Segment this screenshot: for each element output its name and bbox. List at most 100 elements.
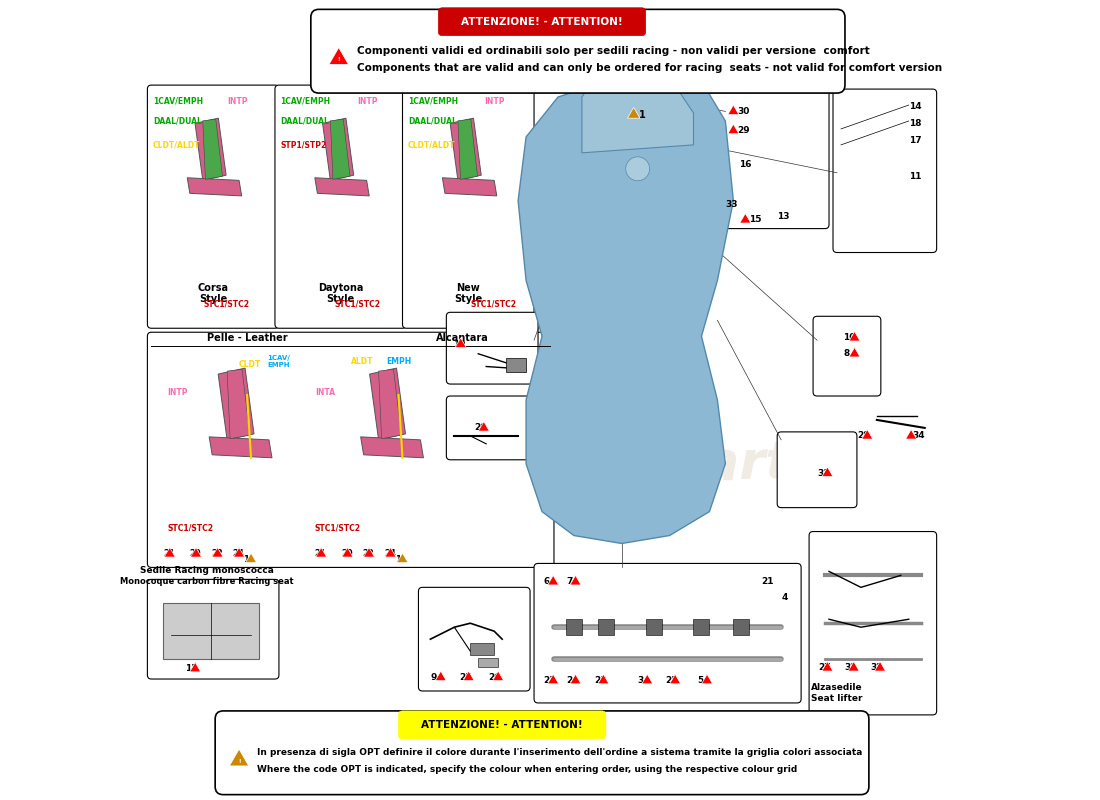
Text: 5: 5 [697, 676, 704, 685]
Text: 23: 23 [543, 676, 557, 685]
Polygon shape [849, 331, 860, 341]
Text: Components that are valid and can only be ordered for racing  seats - not valid : Components that are valid and can only b… [358, 63, 943, 74]
Text: 26: 26 [487, 673, 500, 682]
FancyBboxPatch shape [813, 316, 881, 396]
Text: 22: 22 [363, 550, 374, 558]
Text: 1CAV/EMPH: 1CAV/EMPH [280, 97, 331, 106]
Text: 23: 23 [594, 676, 606, 685]
Text: Pelle - Leather: Pelle - Leather [207, 333, 287, 342]
Polygon shape [478, 422, 490, 431]
Polygon shape [190, 547, 201, 557]
Polygon shape [330, 119, 350, 179]
Bar [163, 603, 258, 659]
Circle shape [626, 157, 650, 181]
Text: INTP: INTP [358, 97, 377, 106]
Polygon shape [548, 575, 559, 585]
FancyBboxPatch shape [439, 8, 646, 36]
Text: 31: 31 [817, 469, 829, 478]
Text: 27: 27 [818, 663, 830, 672]
FancyBboxPatch shape [447, 396, 534, 460]
Text: STP1/STP2: STP1/STP2 [280, 140, 327, 150]
FancyBboxPatch shape [311, 10, 845, 93]
Polygon shape [363, 547, 374, 557]
Text: 32: 32 [870, 663, 883, 672]
Polygon shape [822, 662, 833, 671]
Text: 16: 16 [739, 159, 751, 169]
Bar [471, 643, 494, 655]
Polygon shape [164, 547, 175, 557]
Polygon shape [548, 674, 559, 684]
Polygon shape [728, 105, 739, 114]
Polygon shape [463, 671, 474, 681]
Bar [646, 619, 661, 635]
FancyBboxPatch shape [447, 312, 538, 384]
FancyBboxPatch shape [275, 85, 407, 328]
Text: 8: 8 [844, 350, 849, 358]
Polygon shape [702, 674, 713, 684]
Polygon shape [322, 118, 354, 180]
Text: 15: 15 [749, 215, 762, 224]
FancyBboxPatch shape [147, 332, 554, 567]
Polygon shape [342, 547, 353, 557]
Text: !: ! [238, 759, 240, 764]
Polygon shape [218, 368, 254, 440]
Text: In presenza di sigla OPT definire il colore durante l'inserimento dell'ordine a : In presenza di sigla OPT definire il col… [257, 748, 862, 757]
Text: 2: 2 [565, 676, 572, 685]
Polygon shape [822, 467, 833, 477]
Text: 11: 11 [909, 172, 921, 182]
Polygon shape [861, 430, 872, 439]
Polygon shape [493, 671, 504, 681]
Text: 4: 4 [781, 594, 788, 602]
Polygon shape [189, 662, 200, 672]
Text: Sedile Racing monoscocca: Sedile Racing monoscocca [140, 566, 274, 575]
Bar [597, 619, 614, 635]
Text: Componenti validi ed ordinabili solo per sedili racing - non validi per versione: Componenti validi ed ordinabili solo per… [358, 46, 870, 56]
Text: DAAL/DUAL: DAAL/DUAL [280, 117, 329, 126]
FancyBboxPatch shape [778, 432, 857, 508]
Text: 3: 3 [638, 676, 644, 685]
FancyBboxPatch shape [147, 85, 279, 328]
Text: Monocoque carbon fibre Racing seat: Monocoque carbon fibre Racing seat [120, 578, 294, 586]
Text: 12: 12 [185, 664, 197, 673]
Text: STC1/STC2: STC1/STC2 [334, 300, 381, 309]
Bar [506, 358, 526, 372]
Text: a passion for parts: a passion for parts [262, 438, 822, 490]
Text: 1CAV/EMPH: 1CAV/EMPH [408, 97, 459, 106]
Text: STC1/STC2: STC1/STC2 [471, 300, 516, 309]
Text: Seat lifter: Seat lifter [811, 694, 862, 702]
Text: 29: 29 [737, 126, 750, 135]
Text: INTP: INTP [167, 387, 188, 397]
Text: 7: 7 [565, 578, 572, 586]
FancyBboxPatch shape [147, 579, 279, 679]
Polygon shape [627, 107, 640, 118]
Text: 21: 21 [761, 578, 773, 586]
Text: 14: 14 [909, 102, 922, 111]
Text: 20: 20 [189, 550, 201, 558]
Text: 20: 20 [341, 550, 353, 558]
Polygon shape [728, 124, 739, 134]
Polygon shape [202, 119, 222, 179]
Text: 13: 13 [778, 212, 790, 221]
Bar [693, 619, 710, 635]
Polygon shape [670, 674, 681, 684]
Text: 10: 10 [844, 334, 856, 342]
Polygon shape [874, 662, 886, 671]
Polygon shape [370, 368, 406, 440]
FancyBboxPatch shape [398, 711, 606, 739]
Text: 22: 22 [666, 676, 678, 685]
Polygon shape [315, 178, 370, 196]
Polygon shape [570, 575, 581, 585]
Text: 1: 1 [243, 555, 249, 564]
Polygon shape [230, 749, 249, 766]
Text: 24: 24 [384, 550, 396, 558]
Polygon shape [641, 674, 652, 684]
Text: 9: 9 [430, 673, 437, 682]
Text: 21: 21 [315, 550, 327, 558]
Text: STC1/STC2: STC1/STC2 [315, 523, 361, 532]
Polygon shape [582, 65, 693, 153]
Text: 17: 17 [909, 136, 922, 145]
Text: DAAL/DUAL: DAAL/DUAL [153, 117, 201, 126]
Polygon shape [227, 370, 250, 438]
Bar [734, 619, 749, 635]
Bar [565, 619, 582, 635]
